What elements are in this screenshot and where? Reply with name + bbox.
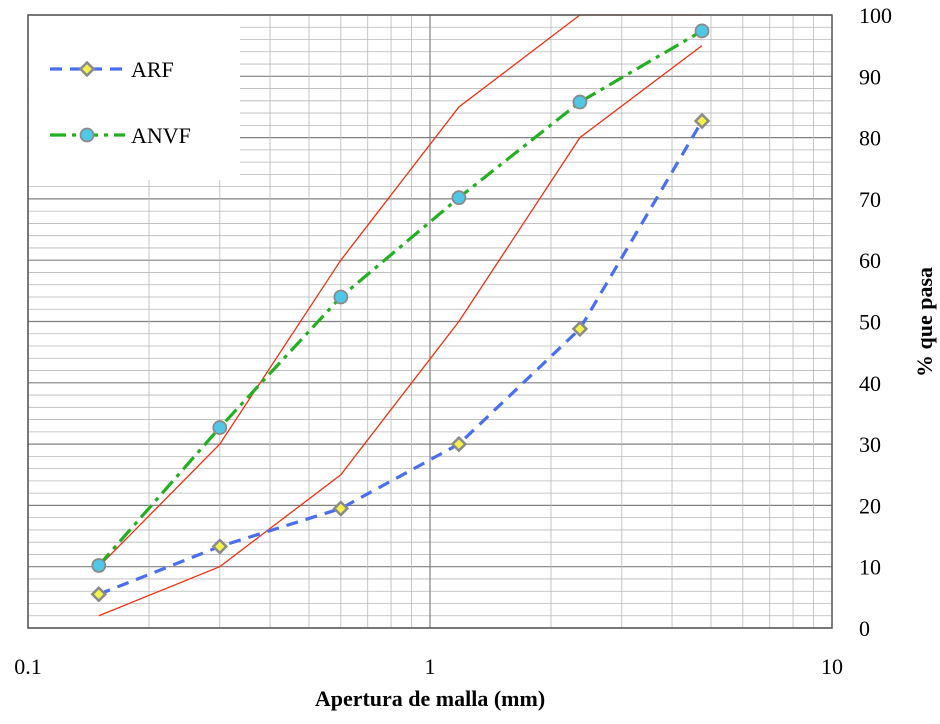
y-tick-label: 0 [859,616,870,641]
x-tick-label: 10 [821,654,843,679]
data-point-arf [332,500,350,517]
data-point-anvf [451,190,467,206]
y-tick-label: 100 [859,3,892,28]
limit-curve-lower [98,45,703,617]
x-tick-labels: 0.1 1 10 [14,654,843,679]
plot-frame [27,14,833,629]
x-tick-label: 1 [425,654,436,679]
y-tick-label: 70 [859,187,881,212]
legend-box [29,16,240,180]
series-anvf [91,23,710,573]
y-tick-label: 60 [859,248,881,273]
legend-marker [79,127,95,143]
x-tick-label: 0.1 [14,654,42,679]
legend: ARF ANVF [29,16,240,180]
x-axis-title: Apertura de malla (mm) [315,686,545,711]
data-point-arf [450,435,468,453]
legend-entries: ARF ANVF [50,57,191,148]
legend-entry-anvf: ANVF [50,123,191,148]
data-point-anvf [694,23,710,39]
series-arf [90,112,711,603]
y-tick-labels: 0 10 20 30 40 50 60 70 80 90 100 [859,3,892,641]
legend-entry-arf: ARF [50,57,174,82]
y-tick-label: 50 [859,310,881,335]
y-tick-label: 80 [859,126,881,151]
y-tick-label: 20 [859,493,881,518]
series-line-anvf [97,29,703,567]
data-point-anvf [212,420,228,435]
y-tick-label: 30 [859,432,881,457]
data-point-arf [211,538,229,555]
legend-label: ARF [131,57,174,82]
legend-marker [78,60,96,78]
data-point-anvf [572,94,588,110]
y-tick-label: 10 [859,555,881,580]
series-line-arf [98,120,704,596]
y-tick-label: 90 [859,64,881,89]
data-point-anvf [333,289,349,305]
data-point-arf [571,320,589,338]
data-point-anvf [91,558,107,573]
data-point-arf [90,586,108,603]
y-axis-title: % que pasa [912,267,937,377]
y-tick-label: 40 [859,371,881,396]
series-layer [90,23,711,603]
legend-label: ANVF [131,123,191,148]
data-point-arf [693,112,711,130]
